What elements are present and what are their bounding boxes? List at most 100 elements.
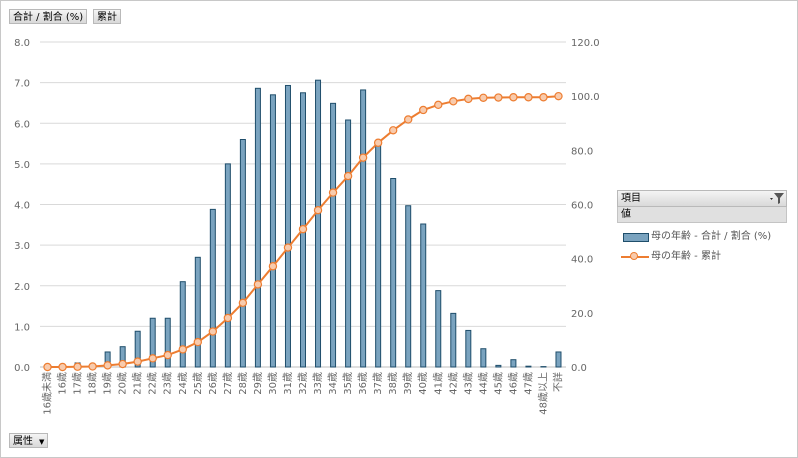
x-tick-label: 21歳 bbox=[132, 372, 144, 395]
series2-field-button[interactable]: 累計 bbox=[93, 9, 121, 24]
y-left-tick-label: 3.0 bbox=[14, 241, 30, 252]
line-point bbox=[449, 97, 458, 106]
bar bbox=[495, 364, 502, 368]
x-tick-label: 35歳 bbox=[342, 372, 354, 395]
series1-field-button[interactable]: 合計 / 割合 (%) bbox=[9, 9, 88, 24]
series2-field-label: 累計 bbox=[97, 12, 117, 23]
bar bbox=[315, 79, 322, 368]
y-right-tick-label: 20.0 bbox=[571, 309, 593, 320]
x-tick-label: 39歳 bbox=[402, 372, 414, 395]
x-tick-label: 40歳 bbox=[417, 372, 429, 395]
line-point bbox=[464, 94, 473, 104]
y-left-tick-label: 2.0 bbox=[14, 282, 30, 293]
x-tick-label: 31歳 bbox=[282, 372, 294, 395]
bar bbox=[360, 89, 367, 368]
x-tick-label: 43歳 bbox=[462, 372, 474, 395]
line-point bbox=[163, 350, 172, 360]
line-point bbox=[88, 362, 97, 371]
x-tick-label: 26歳 bbox=[207, 372, 219, 395]
attribute-field-button[interactable]: 属性 ▼ bbox=[9, 433, 49, 448]
legend-header[interactable]: 項目 bbox=[617, 190, 787, 207]
bar bbox=[465, 329, 472, 368]
legend-item-bar-label: 母の年齢 - 合計 / 割合 (%) bbox=[651, 231, 772, 242]
y-left-tick-label: 0.0 bbox=[14, 363, 30, 374]
y-left-tick-label: 1.0 bbox=[14, 322, 30, 333]
attribute-field-label: 属性 bbox=[13, 436, 33, 447]
y-right-tick-label: 0.0 bbox=[571, 363, 587, 374]
line-point bbox=[388, 126, 398, 135]
legend-header-label: 項目 bbox=[621, 193, 641, 204]
marker-swatch-icon bbox=[630, 252, 638, 260]
bar-swatch-icon bbox=[623, 233, 649, 242]
x-tick-label: 36歳 bbox=[357, 372, 369, 395]
series1-field-label: 合計 / 割合 (%) bbox=[13, 12, 84, 23]
bar bbox=[209, 208, 216, 368]
x-tick-label: 24歳 bbox=[177, 372, 189, 395]
line-point bbox=[373, 138, 383, 147]
bar bbox=[149, 317, 156, 368]
legend-item-line-label: 母の年齢 - 累計 bbox=[651, 251, 721, 262]
line-point bbox=[103, 361, 112, 370]
line-point bbox=[343, 171, 353, 181]
bar bbox=[345, 119, 352, 368]
line-point bbox=[223, 313, 233, 323]
line-point bbox=[208, 327, 218, 336]
bar bbox=[435, 290, 442, 368]
line-point bbox=[358, 153, 368, 162]
line-point bbox=[193, 337, 202, 347]
legend-item-line[interactable]: 母の年齢 - 累計 bbox=[617, 247, 787, 267]
y-right-tick-label: 40.0 bbox=[571, 255, 593, 266]
line-point bbox=[283, 243, 293, 252]
bar bbox=[510, 359, 517, 368]
x-tick-label: 28歳 bbox=[237, 372, 249, 395]
y-left-tick-label: 6.0 bbox=[14, 119, 30, 130]
legend-sub-label: 値 bbox=[621, 209, 631, 220]
filter-icon[interactable] bbox=[770, 193, 784, 204]
line-point bbox=[434, 100, 443, 110]
x-tick-label: 16歳未満 bbox=[42, 372, 54, 415]
legend-panel: 項目 値 母の年齢 - 合計 / 割合 (%) 母の年齢 - 累計 bbox=[617, 190, 787, 267]
line-point bbox=[524, 93, 533, 102]
line-point bbox=[58, 362, 67, 372]
line-point bbox=[148, 354, 157, 363]
bar bbox=[179, 281, 186, 368]
y-left-tick-label: 5.0 bbox=[14, 160, 30, 171]
bar bbox=[164, 317, 171, 368]
bar bbox=[254, 87, 261, 368]
x-tick-label: 22歳 bbox=[147, 372, 159, 395]
legend-subheader: 値 bbox=[617, 207, 787, 223]
x-tick-label: 44歳 bbox=[477, 372, 489, 395]
bar bbox=[420, 223, 427, 368]
y-right-tick-label: 120.0 bbox=[571, 38, 600, 49]
x-tick-label: 16歳 bbox=[57, 372, 69, 395]
x-tick-label: 19歳 bbox=[102, 372, 114, 395]
legend-item-bar[interactable]: 母の年齢 - 合計 / 割合 (%) bbox=[617, 227, 787, 247]
x-tick-label: 37歳 bbox=[372, 372, 384, 395]
y-right-tick-label: 80.0 bbox=[571, 146, 593, 157]
y-left-tick-label: 8.0 bbox=[14, 38, 30, 49]
line-point bbox=[328, 188, 338, 197]
bar bbox=[134, 330, 141, 368]
x-tick-label: 20歳 bbox=[117, 372, 129, 395]
line-point bbox=[43, 362, 52, 372]
bar bbox=[284, 84, 291, 368]
bar bbox=[375, 144, 382, 368]
x-tick-label: 27歳 bbox=[222, 372, 234, 395]
bar bbox=[555, 351, 562, 368]
bar bbox=[450, 312, 457, 368]
line-point bbox=[313, 205, 323, 215]
x-tick-label: 不詳 bbox=[551, 372, 564, 392]
line-point bbox=[253, 280, 263, 289]
line-point bbox=[298, 224, 308, 234]
x-tick-label: 41歳 bbox=[432, 372, 444, 395]
chevron-down-icon: ▼ bbox=[39, 438, 45, 446]
line-point bbox=[73, 362, 82, 371]
bar bbox=[330, 102, 337, 368]
line-point bbox=[133, 357, 142, 366]
line-point bbox=[268, 262, 278, 271]
line-point bbox=[554, 91, 563, 101]
line-point bbox=[419, 105, 428, 115]
bar bbox=[194, 256, 201, 368]
